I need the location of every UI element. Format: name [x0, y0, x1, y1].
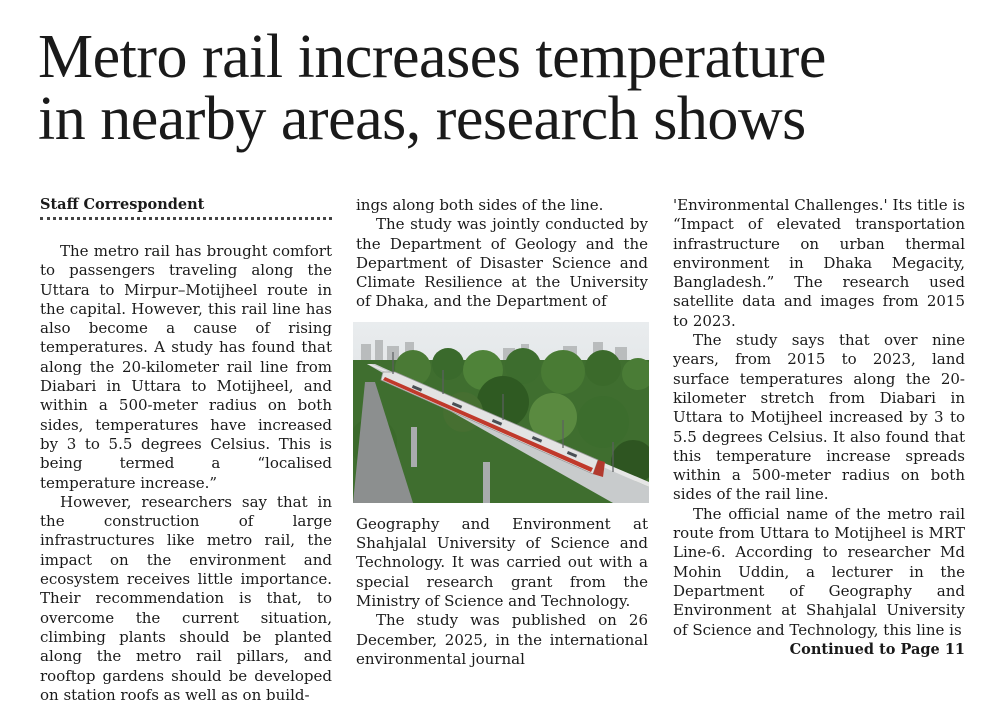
road — [353, 381, 413, 503]
column-2: ings along both sides of the line. The s… — [353, 196, 649, 669]
headline: Metro rail increases temperature in near… — [38, 26, 958, 150]
headline-line-2: in nearby areas, research shows — [38, 85, 806, 153]
headline-line-1: Metro rail increases temperature — [38, 23, 826, 91]
paragraph: The study says that over nine years, fro… — [673, 331, 965, 504]
paragraph: The official name of the metro rail rout… — [673, 504, 965, 639]
metro-rail-photo — [353, 321, 649, 503]
continued-note: Continued to Page 11 — [789, 640, 965, 658]
paragraph-continuation: ings along both sides of the line. — [356, 196, 604, 214]
column-3: 'Environmental Challenges.' Its title is… — [673, 196, 965, 659]
paragraph-continuation: 'Environmental Challenges.' Its title is… — [673, 196, 965, 330]
paragraph-continuation: Geography and Environment at Shahjalal U… — [356, 514, 648, 610]
overhead-poles — [392, 351, 614, 472]
paragraph: However, researchers say that in the con… — [40, 492, 332, 704]
paragraph: The metro rail has brought comfort to pa… — [40, 242, 332, 492]
paragraph: The study was published on 26 December, … — [356, 611, 648, 668]
byline: Staff Correspondent — [40, 196, 332, 220]
column-1: Staff Correspondent The metro rail has b… — [40, 196, 332, 705]
paragraph: The study was jointly conducted by the D… — [356, 215, 648, 311]
